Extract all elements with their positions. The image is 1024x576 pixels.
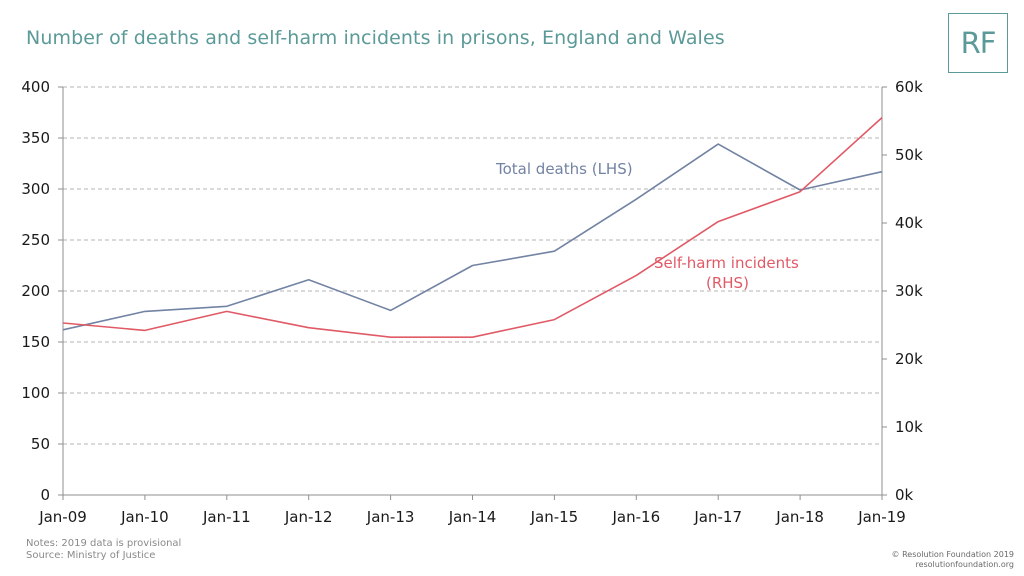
right-tick-label: 0k	[895, 486, 914, 504]
left-tick-label: 200	[21, 282, 50, 300]
right-axis-ticks: 0k 10k 20k 30k 40k 50k 60k	[882, 78, 923, 504]
annotation-self-harm-line1: Self-harm incidents	[654, 254, 799, 272]
left-axis-ticks: 0 50 100 150 200 250 300 350 400	[21, 78, 63, 504]
x-tick-label: Jan-14	[448, 508, 497, 526]
series-line-total-deaths	[62, 143, 883, 331]
left-tick-label: 300	[21, 180, 50, 198]
x-tick-label: Jan-16	[611, 508, 660, 526]
annotation-total-deaths: Total deaths (LHS)	[495, 160, 633, 178]
series	[62, 117, 883, 339]
left-tick-label: 150	[21, 333, 50, 351]
annotation-self-harm-line2: (RHS)	[706, 274, 749, 292]
x-tick-label: Jan-13	[366, 508, 415, 526]
right-tick-label: 40k	[895, 214, 923, 232]
right-tick-label: 20k	[895, 350, 923, 368]
x-tick-label: Jan-11	[202, 508, 251, 526]
left-tick-label: 350	[21, 129, 50, 147]
left-tick-label: 250	[21, 231, 50, 249]
left-tick-label: 50	[31, 435, 50, 453]
right-tick-label: 50k	[895, 146, 923, 164]
left-tick-label: 0	[40, 486, 50, 504]
copyright-line-2: resolutionfoundation.org	[915, 560, 1014, 569]
left-tick-label: 100	[21, 384, 50, 402]
x-tick-label: Jan-09	[38, 508, 87, 526]
right-tick-label: 60k	[895, 78, 923, 96]
copyright-line-1: © Resolution Foundation 2019	[891, 550, 1014, 559]
gridlines	[63, 86, 882, 445]
x-tick-label: Jan-10	[120, 508, 169, 526]
notes: Notes: 2019 data is provisional Source: …	[26, 538, 181, 562]
copyright: © Resolution Foundation 2019 resolutionf…	[892, 550, 1014, 570]
source-line: Source: Ministry of Justice	[26, 550, 156, 561]
x-tick-label: Jan-17	[693, 508, 742, 526]
x-tick-label: Jan-15	[530, 508, 579, 526]
x-tick-label: Jan-18	[775, 508, 824, 526]
chart-title: Number of deaths and self-harm incidents…	[26, 27, 725, 49]
series-line-self-harm	[62, 117, 883, 339]
right-tick-label: 30k	[895, 282, 923, 300]
x-tick-label: Jan-12	[284, 508, 333, 526]
right-tick-label: 10k	[895, 418, 923, 436]
notes-line-1: Notes: 2019 data is provisional	[26, 538, 182, 549]
x-tick-label: Jan-19	[857, 508, 906, 526]
x-axis-ticks: Jan-09 Jan-10 Jan-11 Jan-12 Jan-13 Jan-14 Jan-…	[38, 495, 906, 526]
left-tick-label: 400	[21, 78, 50, 96]
resolution-foundation-logo: RF	[948, 13, 1008, 73]
